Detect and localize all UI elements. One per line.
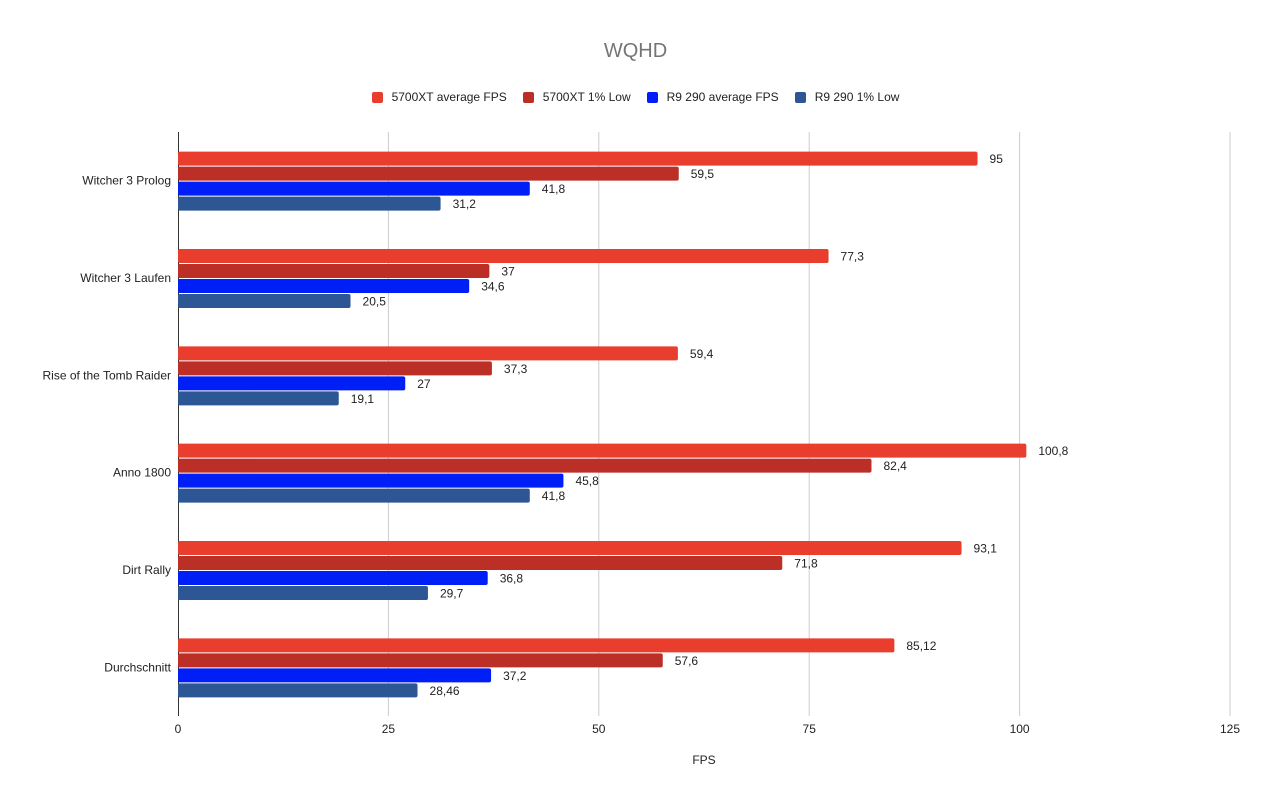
bar <box>178 166 679 181</box>
bar <box>178 346 678 361</box>
bar <box>178 458 872 473</box>
bar <box>178 683 418 698</box>
y-tick-label: Anno 1800 <box>113 466 171 480</box>
x-tick-label: 50 <box>592 722 606 736</box>
bar <box>178 473 564 488</box>
data-label: 85,12 <box>906 639 936 653</box>
bar <box>178 361 492 376</box>
bar <box>178 638 895 653</box>
bar <box>178 294 351 308</box>
y-tick-label: Dirt Rally <box>122 563 171 577</box>
bar <box>178 653 663 668</box>
legend-item[interactable]: 5700XT average FPS <box>371 90 507 104</box>
bar <box>178 556 783 570</box>
x-tick-label: 25 <box>382 722 396 736</box>
bar <box>178 541 962 555</box>
bar <box>178 376 406 391</box>
y-tick-label: Witcher 3 Prolog <box>82 174 171 188</box>
data-label: 34,6 <box>481 280 505 294</box>
x-axis-label: FPS <box>692 753 716 767</box>
x-tick-label: 125 <box>1220 722 1240 736</box>
bar <box>178 443 1027 458</box>
data-label: 57,6 <box>675 654 699 668</box>
legend-item[interactable]: 5700XT 1% Low <box>522 90 631 104</box>
bar <box>178 264 490 278</box>
data-label: 31,2 <box>453 197 477 211</box>
legend-label: R9 290 average FPS <box>666 90 779 104</box>
data-label: 59,5 <box>691 167 715 181</box>
legend-swatch <box>646 91 658 103</box>
bar <box>178 249 829 263</box>
bar <box>178 279 470 293</box>
data-label: 82,4 <box>883 459 907 473</box>
data-label: 93,1 <box>974 542 998 556</box>
data-label: 37 <box>501 265 515 279</box>
data-label: 20,5 <box>363 295 387 309</box>
data-label: 19,1 <box>351 392 375 406</box>
y-tick-label: Rise of the Tomb Raider <box>42 368 171 382</box>
bar <box>178 196 441 211</box>
legend-item[interactable]: R9 290 average FPS <box>646 90 779 104</box>
bar <box>178 488 530 503</box>
x-tick-label: 0 <box>175 722 182 736</box>
legend-label: 5700XT average FPS <box>391 90 507 104</box>
data-label: 100,8 <box>1038 444 1068 458</box>
bar <box>178 151 978 166</box>
data-label: 29,7 <box>440 587 464 601</box>
legend: 5700XT average FPS 5700XT 1% Low R9 290 av… <box>0 90 1271 104</box>
x-tick-label: 75 <box>803 722 817 736</box>
legend-label: R9 290 1% Low <box>814 90 900 104</box>
bar <box>178 586 428 600</box>
y-tick-label: Witcher 3 Laufen <box>80 271 171 285</box>
data-label: 37,2 <box>503 669 527 683</box>
data-label: 59,4 <box>690 347 714 361</box>
bar <box>178 391 339 406</box>
y-tick-label: Durchschnitt <box>104 660 171 674</box>
chart-title: WQHD <box>603 40 668 62</box>
data-label: 41,8 <box>542 489 566 503</box>
data-label: 45,8 <box>575 474 599 488</box>
data-label: 37,3 <box>504 362 528 376</box>
data-label: 27 <box>417 377 431 391</box>
bar <box>178 668 492 683</box>
bar <box>178 571 488 585</box>
data-label: 28,46 <box>430 684 460 698</box>
data-label: 77,3 <box>841 250 865 264</box>
legend-item[interactable]: R9 290 1% Low <box>794 90 900 104</box>
data-label: 36,8 <box>500 572 524 586</box>
data-label: 71,8 <box>794 557 818 571</box>
data-label: 41,8 <box>542 182 566 196</box>
legend-swatch <box>794 91 806 103</box>
legend-label: 5700XT 1% Low <box>542 90 631 104</box>
x-tick-label: 100 <box>1010 722 1030 736</box>
legend-swatch <box>371 91 383 103</box>
data-label: 95 <box>990 152 1004 166</box>
legend-swatch <box>522 91 534 103</box>
bar <box>178 181 530 196</box>
